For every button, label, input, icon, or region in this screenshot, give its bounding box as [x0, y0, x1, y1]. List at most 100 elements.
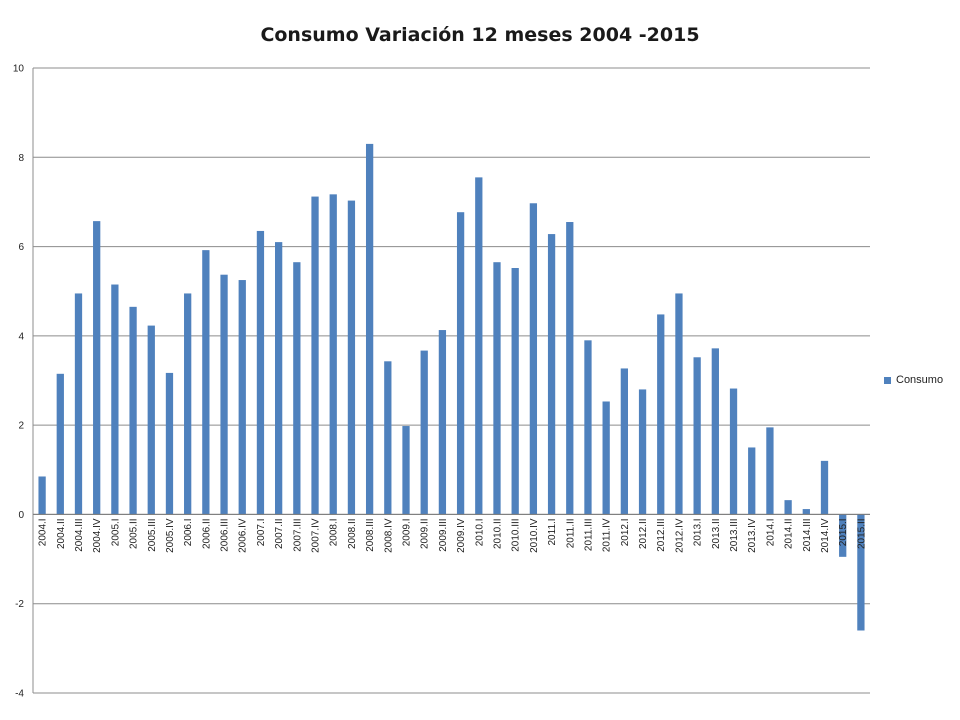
x-tick-label: 2011.I	[547, 518, 558, 545]
bar	[820, 460, 829, 515]
x-tick-label: 2009.II	[420, 518, 431, 549]
y-tick-label: 8	[18, 153, 24, 164]
x-tick-label: 2004.III	[74, 518, 85, 551]
bar	[456, 212, 465, 515]
x-tick-label: 2012.II	[638, 518, 649, 549]
bar	[238, 280, 246, 515]
x-tick-label: 2005.II	[129, 518, 140, 549]
legend-label: Consumo	[896, 374, 944, 386]
bar	[493, 262, 501, 515]
bar	[402, 426, 410, 515]
x-tick-label: 2008.II	[347, 518, 358, 549]
x-tick-label: 2006.IV	[238, 518, 249, 553]
x-tick-label: 2011.II	[565, 518, 576, 548]
x-tick-labels: 2004.I 2004.II 2004.III 2004.IV 2005.I 2005.I…	[38, 518, 868, 553]
x-tick-label: 2013.IV	[747, 518, 758, 553]
bar	[93, 221, 101, 515]
axes	[32, 68, 870, 693]
chart-title: Consumo Variación 12 meses 2004 -2015	[260, 24, 700, 46]
x-tick-label: 2014.II	[784, 518, 795, 549]
y-tick-label: 10	[13, 64, 25, 75]
x-tick-label: 2013.II	[711, 518, 722, 549]
gridlines	[33, 67, 870, 694]
x-tick-label: 2010.II	[492, 518, 503, 549]
x-tick-label: 2007.III	[292, 518, 303, 551]
x-tick-label: 2004.II	[56, 518, 67, 549]
bar	[638, 389, 647, 515]
bar	[202, 250, 210, 515]
bar	[293, 262, 301, 515]
bars	[38, 143, 865, 631]
y-tick-label: 2	[18, 421, 24, 432]
bar	[784, 500, 792, 515]
bar	[602, 401, 610, 515]
bar	[38, 476, 46, 515]
bar	[275, 242, 283, 515]
x-tick-label: 2006.II	[201, 518, 212, 549]
bar	[511, 268, 519, 515]
bar	[420, 350, 428, 515]
x-tick-label: 2004.I	[38, 518, 49, 546]
x-tick-label: 2007.I	[256, 518, 267, 546]
bar	[56, 373, 64, 515]
bar	[184, 293, 192, 515]
y-tick-label: 0	[18, 510, 24, 521]
bar	[111, 284, 119, 515]
x-tick-label: 2010.I	[474, 518, 485, 546]
bar	[748, 447, 756, 515]
bar	[711, 348, 719, 515]
y-tick-label: -2	[15, 599, 24, 610]
y-tick-labels: -4 -2 0 2 4 6 8 10	[13, 64, 25, 700]
x-tick-label: 2005.I	[110, 518, 121, 546]
x-tick-label: 2007.IV	[311, 518, 322, 553]
y-tick-label: 6	[18, 242, 24, 253]
x-tick-label: 2011.IV	[602, 518, 613, 552]
bar	[438, 330, 447, 515]
x-tick-label: 2010.III	[511, 518, 522, 551]
bar	[547, 234, 556, 515]
bar	[529, 203, 538, 515]
x-tick-label: 2015.II	[856, 518, 867, 549]
bar	[311, 196, 319, 515]
x-tick-label: 2014.IV	[820, 518, 831, 553]
bar	[129, 306, 137, 515]
bar	[147, 325, 155, 515]
x-tick-label: 2006.I	[183, 518, 194, 546]
bar	[839, 514, 847, 557]
x-tick-label: 2008.III	[365, 518, 376, 551]
bar	[584, 340, 592, 515]
x-tick-label: 2012.III	[656, 518, 667, 551]
x-tick-label: 2014.I	[765, 518, 776, 546]
bar	[165, 372, 174, 515]
x-tick-label: 2013.III	[729, 518, 740, 551]
x-tick-label: 2012.IV	[674, 518, 685, 553]
bar	[365, 143, 374, 515]
bar	[802, 509, 810, 515]
bar	[256, 230, 265, 515]
x-tick-label: 2015.I	[838, 518, 849, 546]
x-tick-label: 2006.III	[220, 518, 231, 551]
x-tick-label: 2010.IV	[529, 518, 540, 553]
x-tick-label: 2014.III	[802, 518, 813, 551]
bar	[729, 388, 738, 515]
x-tick-label: 2009.IV	[456, 518, 467, 553]
legend-swatch	[884, 376, 891, 384]
x-tick-label: 2005.III	[147, 518, 158, 551]
x-tick-label: 2008.I	[329, 518, 340, 546]
x-tick-label: 2009.III	[438, 518, 449, 551]
bar	[620, 368, 628, 515]
bar	[675, 293, 683, 515]
bar	[220, 274, 228, 515]
bar	[329, 194, 337, 515]
y-tick-label: -4	[15, 689, 24, 700]
x-tick-label: 2013.I	[693, 518, 704, 546]
x-tick-label: 2008.IV	[383, 518, 394, 553]
x-tick-label: 2007.II	[274, 518, 285, 549]
bar	[766, 427, 774, 515]
bar	[384, 361, 392, 515]
y-tick-label: 4	[18, 331, 24, 342]
bar	[347, 200, 356, 515]
bar	[566, 222, 574, 515]
legend: Consumo	[884, 374, 943, 386]
